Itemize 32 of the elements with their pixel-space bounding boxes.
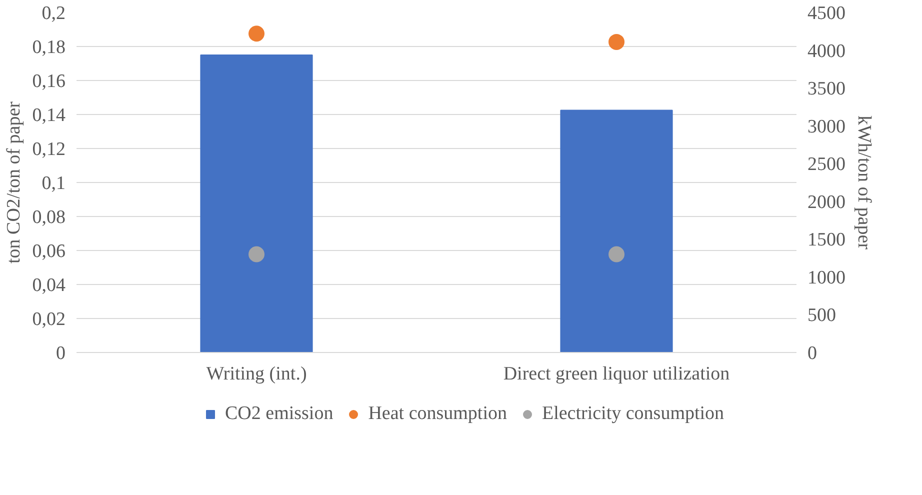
y2-tick-label: 1000 <box>808 267 846 288</box>
x-tick-label: Writing (int.) <box>206 364 307 384</box>
y-tick-label: 0 <box>56 343 66 364</box>
y-tick-label: 0,12 <box>32 139 66 160</box>
point <box>248 246 264 262</box>
legend-label: CO2 emission <box>225 403 334 425</box>
y-tick-label: 0,2 <box>42 3 66 24</box>
y2-tick-label: 4000 <box>808 40 846 62</box>
y2-tick-label: 2500 <box>808 154 846 176</box>
y2-tick-label: 2000 <box>808 192 846 213</box>
point <box>608 34 624 50</box>
y2-tick-label: 1500 <box>808 230 846 251</box>
legend-label: Heat consumption <box>368 403 507 425</box>
point <box>248 26 264 42</box>
y2-tick-label: 3000 <box>808 116 846 138</box>
y2-axis-title: kWh/ton of paper <box>854 115 874 250</box>
y-axis-title: ton CO2/ton of paper <box>3 100 24 264</box>
y-tick-label: 0,04 <box>32 275 66 296</box>
y-tick-label: 0,18 <box>32 37 66 58</box>
y-tick-label: 0,08 <box>32 207 66 228</box>
y-tick-label: 0,02 <box>32 309 66 330</box>
point <box>608 246 624 262</box>
y-tick-label: 0,06 <box>32 241 66 262</box>
y-tick-label: 0,14 <box>32 105 66 126</box>
y2-tick-label: 4500 <box>808 3 846 24</box>
y2-tick-label: 3500 <box>808 78 846 100</box>
y2-tick-label: 0 <box>808 343 817 364</box>
y-tick-label: 0,16 <box>32 71 66 92</box>
y2-tick-label: 500 <box>808 305 836 326</box>
legend-label: Electricity consumption <box>542 403 724 425</box>
x-tick-label: Direct green liquor utilization <box>503 364 730 384</box>
y-tick-label: 0,1 <box>42 173 66 194</box>
